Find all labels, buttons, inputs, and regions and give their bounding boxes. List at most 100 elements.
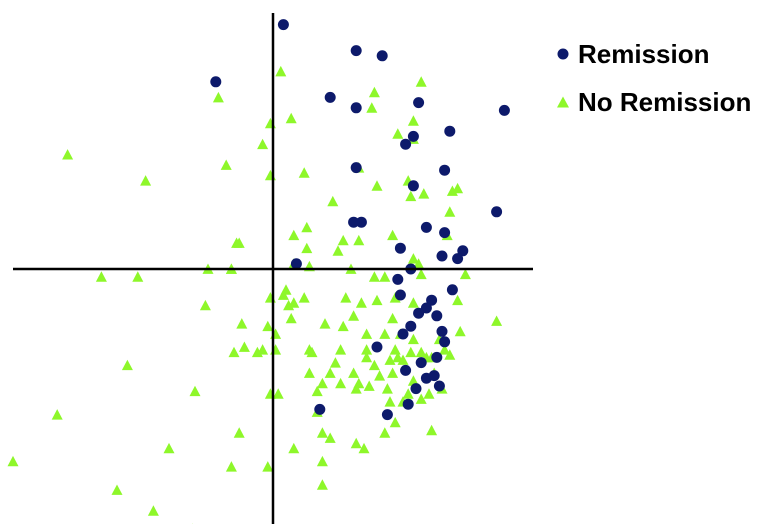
remission-point bbox=[415, 357, 427, 369]
remission-point bbox=[314, 403, 326, 415]
no-remission-point bbox=[111, 484, 123, 495]
no-remission-point bbox=[316, 427, 328, 438]
no-remission-point bbox=[392, 128, 404, 139]
no-remission-point bbox=[454, 325, 466, 337]
no-remission-point bbox=[332, 245, 344, 256]
no-remission-point bbox=[262, 320, 274, 332]
no-remission-point bbox=[371, 294, 383, 306]
no-remission-point bbox=[374, 370, 386, 381]
no-remission-point bbox=[387, 229, 399, 241]
no-remission-point bbox=[358, 442, 370, 454]
remission-point bbox=[350, 102, 362, 114]
no-remission-point bbox=[7, 455, 19, 467]
no-remission-point bbox=[311, 385, 323, 397]
no-remission-point bbox=[251, 346, 263, 358]
no-remission-point bbox=[348, 367, 360, 378]
remission-point bbox=[413, 97, 425, 109]
no-remission-point bbox=[316, 479, 328, 490]
remission-point bbox=[439, 164, 451, 176]
legend-item-remission: Remission bbox=[548, 30, 751, 78]
no-remission-point bbox=[275, 65, 287, 77]
remission-point bbox=[410, 383, 422, 395]
no-remission-point bbox=[459, 268, 471, 280]
no-remission-point bbox=[236, 318, 248, 329]
no-remission-point bbox=[353, 234, 365, 246]
remission-point bbox=[407, 130, 419, 142]
no-remission-point bbox=[337, 234, 349, 246]
remission-point bbox=[420, 221, 432, 233]
remission-point bbox=[498, 104, 510, 116]
no-remission-point bbox=[220, 159, 232, 170]
no-remission-point bbox=[277, 289, 289, 300]
no-remission-point bbox=[407, 333, 419, 345]
no-remission-point bbox=[303, 367, 315, 378]
no-remission-point bbox=[121, 359, 133, 371]
remission-point bbox=[324, 91, 336, 103]
no-remission-point bbox=[189, 385, 201, 397]
circle-marker-icon bbox=[548, 47, 578, 61]
no-remission-point bbox=[285, 312, 297, 324]
no-remission-point bbox=[379, 427, 391, 438]
remission-point bbox=[446, 284, 458, 296]
remission-point bbox=[457, 245, 469, 257]
no-remission-point bbox=[298, 167, 310, 178]
no-remission-point bbox=[163, 442, 175, 454]
no-remission-point bbox=[402, 388, 414, 399]
no-remission-point bbox=[335, 377, 347, 389]
no-remission-point bbox=[407, 253, 419, 264]
no-remission-point bbox=[238, 341, 250, 352]
legend-label-no-remission: No Remission bbox=[578, 86, 752, 117]
no-remission-point bbox=[397, 354, 409, 365]
triangle-marker-icon bbox=[548, 95, 578, 109]
no-remission-point bbox=[389, 292, 401, 303]
no-remission-point bbox=[324, 367, 336, 378]
remission-point bbox=[350, 162, 362, 174]
remission-point bbox=[491, 206, 503, 218]
no-remission-point bbox=[368, 271, 380, 282]
remission-point bbox=[348, 216, 360, 228]
remission-point bbox=[439, 227, 451, 239]
no-remission-point bbox=[439, 344, 451, 355]
no-remission-point bbox=[350, 383, 362, 394]
remission-point bbox=[431, 351, 443, 363]
no-remission-point bbox=[199, 299, 211, 311]
no-remission-point bbox=[228, 346, 240, 358]
no-remission-point bbox=[368, 359, 380, 371]
no-remission-point bbox=[272, 388, 284, 399]
remission-point bbox=[413, 307, 425, 319]
remission-point bbox=[431, 310, 443, 322]
no-remission-point bbox=[389, 416, 401, 428]
no-remission-point bbox=[379, 271, 391, 282]
remission-point bbox=[433, 380, 445, 392]
no-remission-point bbox=[147, 505, 159, 516]
no-remission-point bbox=[335, 344, 347, 355]
no-remission-point bbox=[407, 115, 419, 126]
remission-point bbox=[381, 409, 393, 421]
no-remission-point bbox=[387, 367, 399, 378]
no-remission-point bbox=[140, 175, 152, 186]
no-remission-point bbox=[212, 91, 224, 103]
remission-point bbox=[436, 250, 448, 262]
no-remission-point bbox=[384, 396, 396, 407]
remission-point bbox=[355, 216, 367, 228]
no-remission-point bbox=[452, 294, 464, 306]
no-remission-point bbox=[329, 357, 341, 368]
no-remission-point bbox=[444, 206, 456, 217]
remission-point bbox=[210, 76, 222, 88]
no-remission-point bbox=[298, 292, 310, 303]
remission-point bbox=[277, 19, 289, 31]
no-remission-point bbox=[301, 221, 313, 233]
no-remission-point bbox=[423, 388, 435, 399]
legend: Remission No Remission bbox=[548, 30, 751, 126]
no-remission-point bbox=[407, 297, 419, 308]
no-remission-point bbox=[361, 351, 373, 363]
no-remission-point bbox=[444, 349, 456, 360]
no-remission-point bbox=[132, 271, 144, 282]
no-remission-point bbox=[366, 102, 378, 113]
no-remission-point bbox=[415, 76, 427, 87]
remission-point bbox=[452, 253, 464, 265]
remission-point bbox=[394, 289, 406, 301]
remission-point bbox=[439, 336, 451, 348]
no-remission-point bbox=[348, 310, 360, 321]
